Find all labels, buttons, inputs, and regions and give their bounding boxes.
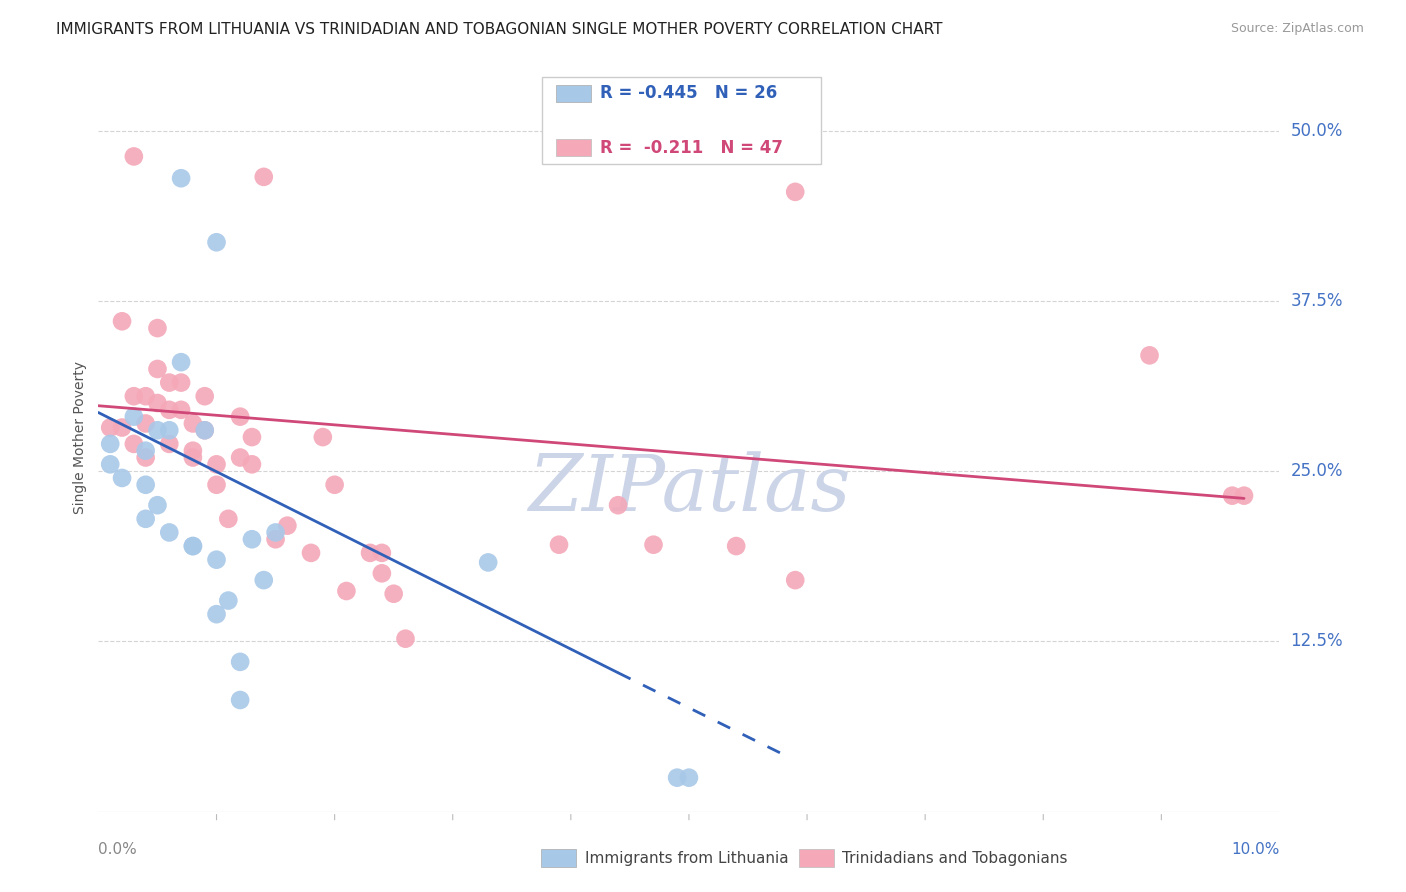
Point [299,546,322,560]
Point [111,314,134,328]
Point [170,171,193,186]
Point [678,771,700,785]
Point [323,477,346,491]
Point [111,471,134,485]
Point [135,443,157,458]
Point [157,423,180,437]
Point [157,525,180,540]
Point [98,458,121,472]
Point [194,423,217,437]
Point [264,533,287,547]
Point [135,417,157,431]
Point [394,632,416,646]
Point [217,593,239,607]
Point [146,423,169,437]
Point [122,409,145,424]
Point [135,450,157,465]
Point [264,525,287,540]
Point [229,409,252,424]
Point [240,430,263,444]
Point [607,498,630,512]
Point [229,450,252,465]
Text: ZIPatlas: ZIPatlas [527,451,851,528]
Text: IMMIGRANTS FROM LITHUANIA VS TRINIDADIAN AND TOBAGONIAN SINGLE MOTHER POVERTY CO: IMMIGRANTS FROM LITHUANIA VS TRINIDADIAN… [56,22,943,37]
Point [1220,489,1243,503]
Point [253,169,276,184]
Point [205,458,228,472]
Point [1139,348,1161,362]
Point [135,389,157,403]
Point [205,235,228,250]
Point [477,556,499,570]
Point [122,149,145,163]
Point [146,396,169,410]
Y-axis label: Single Mother Poverty: Single Mother Poverty [73,360,87,514]
Point [146,321,169,335]
Point [146,362,169,376]
Point [98,437,121,451]
Point [170,402,193,417]
Text: Trinidadians and Tobagonians: Trinidadians and Tobagonians [842,851,1067,865]
Text: 0.0%: 0.0% [98,842,138,857]
Text: 25.0%: 25.0% [1291,462,1343,480]
Point [666,771,689,785]
Point [205,607,228,622]
Point [548,538,571,552]
Point [135,512,157,526]
Point [253,573,276,587]
Point [382,587,405,601]
Point [205,552,228,566]
Text: 10.0%: 10.0% [1232,842,1279,857]
Text: Immigrants from Lithuania: Immigrants from Lithuania [585,851,789,865]
Point [194,389,217,403]
Point [371,566,394,581]
Point [170,376,193,390]
Point [146,498,169,512]
Point [217,512,239,526]
Point [785,573,807,587]
Point [229,655,252,669]
Point [785,185,807,199]
Point [359,546,381,560]
Point [643,538,665,552]
Point [157,402,180,417]
Text: R =  -0.211   N = 47: R = -0.211 N = 47 [600,138,783,156]
Point [181,539,204,553]
Point [135,477,157,491]
Point [725,539,748,553]
Text: 50.0%: 50.0% [1291,121,1343,139]
Point [335,584,357,599]
Point [240,533,263,547]
Point [276,518,298,533]
Point [205,477,228,491]
Point [1233,489,1256,503]
Point [194,423,217,437]
Text: R = -0.445   N = 26: R = -0.445 N = 26 [600,85,778,103]
Point [157,376,180,390]
Point [229,693,252,707]
Point [111,420,134,434]
Point [312,430,335,444]
Text: Source: ZipAtlas.com: Source: ZipAtlas.com [1230,22,1364,36]
Point [122,437,145,451]
Point [170,355,193,369]
Point [371,546,394,560]
Point [240,458,263,472]
Point [181,539,204,553]
Text: 37.5%: 37.5% [1291,292,1343,310]
Point [181,417,204,431]
Point [157,437,180,451]
Point [98,420,121,434]
Point [181,450,204,465]
Text: 12.5%: 12.5% [1291,632,1343,650]
Point [122,389,145,403]
Point [181,443,204,458]
